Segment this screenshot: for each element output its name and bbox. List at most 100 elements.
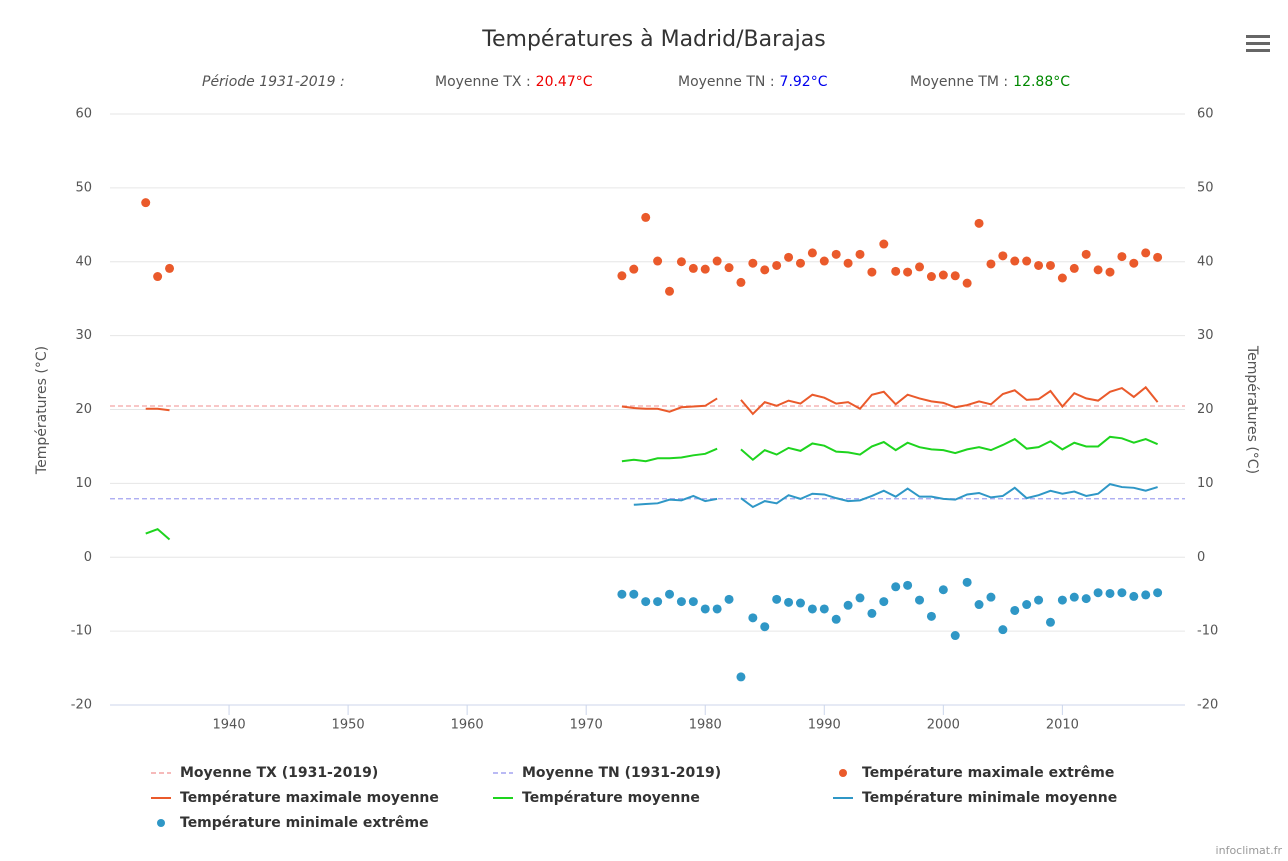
series-point — [629, 589, 639, 599]
menu-bar — [1246, 42, 1270, 45]
average-label: Moyenne TN : — [678, 74, 775, 90]
y-tick-label: 20 — [75, 402, 92, 417]
y-tick-label: -10 — [71, 624, 92, 639]
legend-item[interactable]: Température maximale moyenne — [151, 790, 439, 806]
menu-bar — [1246, 35, 1270, 38]
series-point — [1069, 263, 1079, 273]
legend-label: Température minimale extrême — [180, 815, 429, 831]
legend-label: Température maximale moyenne — [180, 790, 439, 806]
y2-tick-label: -20 — [1197, 698, 1218, 713]
series-point — [641, 597, 651, 607]
y-tick-label: 30 — [75, 328, 92, 343]
series-point — [1034, 595, 1044, 605]
series-point — [855, 593, 865, 603]
series-point — [724, 263, 734, 273]
x-tick-label: 1960 — [451, 718, 484, 733]
series-point — [772, 260, 782, 270]
series-point — [998, 625, 1008, 635]
chart-title: Températures à Madrid/Barajas — [481, 27, 825, 52]
subtitle-period: Période 1931-2019 : — [202, 74, 345, 90]
legend-item[interactable]: Température maximale extrême — [839, 765, 1114, 781]
series-point — [950, 631, 960, 641]
series-point — [712, 256, 722, 266]
x-tick-label: 1970 — [570, 718, 603, 733]
series-point — [1129, 258, 1139, 268]
series-point — [641, 212, 651, 222]
x-tick-label: 2000 — [927, 718, 960, 733]
average-label: Moyenne TX : — [435, 74, 531, 90]
series-point — [1010, 605, 1020, 615]
series-point — [1129, 591, 1139, 601]
y2-tick-label: 20 — [1197, 402, 1214, 417]
series-point — [784, 252, 794, 262]
legend-label: Température moyenne — [522, 790, 700, 806]
series-point — [926, 272, 936, 282]
series-point — [891, 266, 901, 276]
series-point — [915, 262, 925, 272]
series-point — [1022, 256, 1032, 266]
series-point — [807, 604, 817, 614]
credits[interactable]: infoclimat.fr — [1216, 844, 1283, 857]
legend-item[interactable]: Moyenne TX (1931-2019) — [151, 765, 378, 781]
series-point — [915, 595, 925, 605]
series-point — [1141, 248, 1151, 258]
y-tick-label: 60 — [75, 107, 92, 122]
x-tick-label: 2010 — [1046, 718, 1079, 733]
legend-label: Température minimale moyenne — [862, 790, 1117, 806]
series-point — [1022, 600, 1032, 610]
series-point — [938, 585, 948, 595]
series-point — [962, 278, 972, 288]
series-point — [879, 239, 889, 249]
y-tick-label: 40 — [75, 254, 92, 269]
series-point — [795, 598, 805, 608]
series-point — [676, 257, 686, 267]
menu-button[interactable] — [1246, 35, 1270, 52]
legend-item[interactable]: Température minimale extrême — [157, 815, 429, 831]
series-point — [843, 600, 853, 610]
series-point — [1034, 260, 1044, 270]
y2-tick-label: -10 — [1197, 624, 1218, 639]
series-point — [165, 263, 175, 273]
y-tick-label: -20 — [71, 698, 92, 713]
series-point — [1105, 267, 1115, 277]
y2-tick-label: 50 — [1197, 180, 1214, 195]
legend-symbol — [839, 769, 847, 777]
series-point — [1153, 588, 1163, 598]
legend-item[interactable]: Température moyenne — [493, 790, 700, 806]
x-tick-label: 1950 — [332, 718, 365, 733]
series-point — [986, 592, 996, 602]
series-point — [926, 611, 936, 621]
series-point — [891, 582, 901, 592]
series-point — [653, 597, 663, 607]
series-point — [974, 600, 984, 610]
series-point — [962, 577, 972, 587]
series-point — [1093, 265, 1103, 275]
series-point — [831, 614, 841, 624]
series-point — [1057, 273, 1067, 283]
series-point — [153, 272, 163, 282]
series-point — [1081, 594, 1091, 604]
series-point — [141, 198, 151, 208]
series-point — [1069, 592, 1079, 602]
series-point — [1057, 595, 1067, 605]
series-point — [819, 604, 829, 614]
series-point — [700, 604, 710, 614]
series-point — [784, 597, 794, 607]
series-point — [653, 256, 663, 266]
y-axis-title: Températures (°C) — [34, 346, 50, 475]
x-tick-label: 1980 — [689, 718, 722, 733]
series-point — [843, 258, 853, 268]
series-line — [145, 385, 1159, 416]
series-point — [724, 594, 734, 604]
legend-item[interactable]: Température minimale moyenne — [833, 790, 1117, 806]
series-point — [1141, 590, 1151, 600]
subtitle-average: Moyenne TX : 20.47°C — [435, 74, 593, 90]
series-point — [1045, 617, 1055, 627]
y-tick-label: 50 — [75, 180, 92, 195]
legend-label: Température maximale extrême — [862, 765, 1114, 781]
series-point — [736, 277, 746, 287]
average-value: 20.47°C — [536, 74, 593, 90]
legend-item[interactable]: Moyenne TN (1931-2019) — [493, 765, 721, 781]
